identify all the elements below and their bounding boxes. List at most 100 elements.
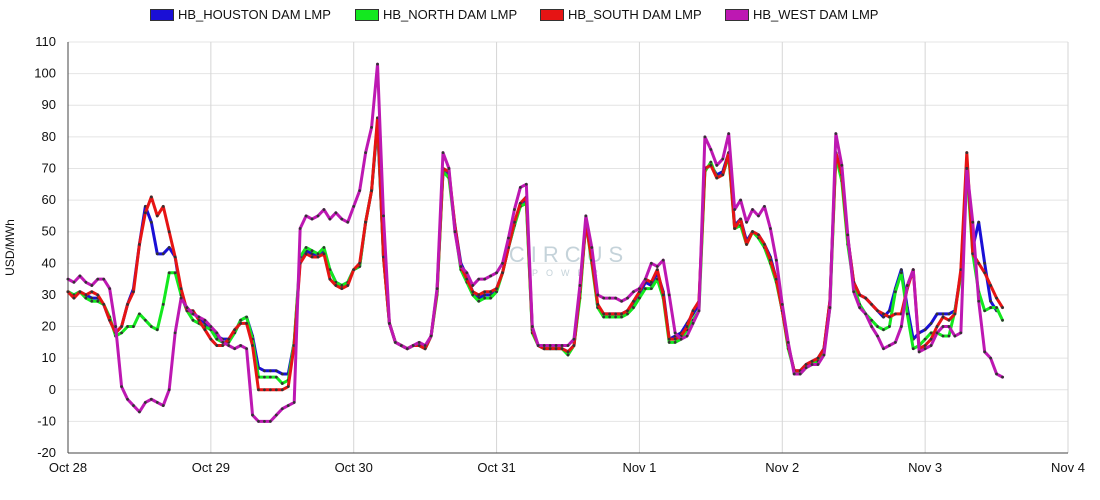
data-point	[888, 315, 891, 319]
data-point	[620, 312, 623, 316]
data-point	[316, 214, 320, 218]
legend-swatch	[725, 8, 749, 21]
legend-item[interactable]: HB_HOUSTON DAM LMP	[150, 7, 331, 22]
legend-item[interactable]: HB_SOUTH DAM LMP	[540, 7, 702, 22]
data-point	[268, 375, 272, 379]
legend-swatch	[150, 8, 174, 21]
data-point	[751, 208, 754, 211]
data-point	[899, 271, 903, 275]
data-point	[989, 284, 993, 287]
data-point	[965, 151, 969, 155]
data-point	[471, 284, 475, 287]
data-point	[608, 296, 612, 300]
data-point	[221, 340, 225, 344]
data-point	[405, 347, 409, 351]
data-point	[393, 340, 397, 344]
data-point	[626, 309, 629, 313]
data-point	[483, 293, 487, 297]
data-point	[989, 299, 993, 303]
data-point	[649, 280, 653, 284]
data-point	[893, 290, 897, 294]
data-point	[935, 331, 939, 335]
data-point	[352, 205, 356, 208]
legend-label: HB_SOUTH DAM LMP	[568, 7, 702, 22]
data-point	[513, 220, 516, 224]
data-point	[501, 271, 504, 275]
data-point	[733, 208, 737, 211]
data-point	[834, 132, 838, 136]
data-point	[108, 318, 112, 322]
data-point	[215, 344, 219, 347]
data-point	[316, 252, 320, 256]
data-point	[632, 306, 635, 309]
data-point	[346, 284, 350, 287]
data-point	[227, 344, 231, 347]
data-point	[316, 255, 320, 259]
data-point	[953, 312, 957, 316]
x-tick-label: Nov 2	[765, 460, 799, 475]
data-point	[673, 337, 677, 341]
data-point	[483, 277, 487, 281]
data-point	[274, 369, 278, 373]
data-point	[143, 318, 147, 322]
data-point	[495, 271, 498, 275]
data-point	[840, 163, 844, 167]
data-point	[989, 306, 993, 309]
data-point	[322, 252, 326, 256]
data-point	[96, 277, 100, 281]
data-point	[935, 325, 939, 328]
data-point	[138, 410, 141, 414]
data-point	[810, 359, 814, 363]
data-point	[614, 296, 618, 300]
data-point	[495, 290, 498, 294]
data-point	[322, 208, 326, 211]
data-point	[84, 280, 88, 284]
data-point	[132, 290, 135, 294]
data-point	[185, 306, 189, 309]
legend-label: HB_WEST DAM LMP	[753, 7, 879, 22]
data-point	[929, 321, 933, 325]
data-point	[167, 388, 171, 392]
y-tick-label: 30	[42, 287, 56, 302]
data-point	[822, 353, 826, 357]
data-point	[304, 252, 308, 256]
data-point	[298, 227, 302, 230]
data-point	[90, 296, 94, 300]
data-point	[149, 397, 153, 401]
data-point	[280, 388, 284, 392]
data-point	[536, 344, 540, 347]
data-point	[745, 220, 748, 224]
data-point	[245, 321, 248, 325]
data-point	[209, 337, 213, 341]
data-point	[120, 325, 123, 328]
data-point	[602, 312, 606, 316]
data-point	[893, 312, 897, 316]
data-point	[757, 214, 760, 218]
data-point	[774, 277, 778, 281]
data-point	[947, 312, 951, 316]
legend-item[interactable]: HB_WEST DAM LMP	[725, 7, 878, 22]
data-point	[328, 217, 332, 221]
data-point	[876, 334, 879, 338]
data-point	[709, 160, 713, 164]
data-point	[233, 328, 237, 332]
data-point	[280, 382, 284, 385]
data-point	[197, 318, 201, 322]
data-point	[507, 236, 510, 240]
data-point	[882, 328, 885, 332]
data-point	[346, 220, 350, 224]
data-point	[882, 347, 885, 351]
data-point	[72, 280, 76, 284]
data-point	[709, 148, 713, 151]
data-point	[989, 356, 993, 360]
data-point	[471, 290, 475, 294]
legend-item[interactable]: HB_NORTH DAM LMP	[355, 7, 517, 22]
data-point	[322, 246, 326, 249]
data-point	[905, 312, 909, 316]
data-point	[447, 167, 451, 170]
data-point	[905, 284, 909, 287]
data-point	[715, 163, 719, 167]
data-point	[173, 271, 177, 275]
data-point	[120, 331, 123, 335]
data-point	[167, 230, 171, 234]
